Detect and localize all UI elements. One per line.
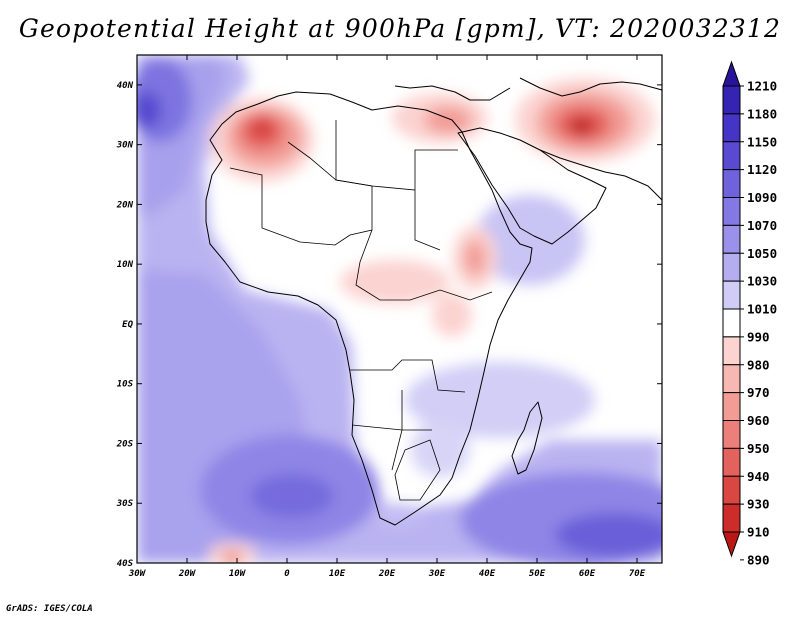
lat-tick-marks: [137, 84, 662, 564]
colorbar-label: 930: [747, 497, 770, 512]
southern-africa-borders: [350, 359, 466, 471]
south-africa-borders: [394, 439, 441, 501]
plot-frame: [136, 54, 663, 564]
lon-tick-label: 20E: [378, 569, 396, 579]
lon-tick-label: 20W: [178, 569, 197, 579]
colorbar-label: 1090: [747, 190, 777, 205]
colorbar-swatch: [722, 252, 741, 282]
grads-credit: GrADS: IGES/COLA: [6, 604, 93, 614]
colorbar-swatch: [722, 336, 741, 366]
lon-tick-label: 30E: [428, 569, 446, 579]
colorbar-top-arrow: [722, 60, 741, 87]
coastlines: [205, 77, 663, 526]
lon-tick-label: 10E: [329, 569, 346, 579]
lat-tick-label: 10N: [117, 260, 134, 270]
colorbar-swatch: [722, 169, 741, 198]
lat-tick-label: 20S: [116, 439, 134, 449]
lon-tick-label: 30W: [128, 569, 147, 579]
colorbar-label: 1010: [747, 302, 777, 317]
caspian-region-coastline: [519, 77, 663, 97]
colorbar-label: 960: [747, 413, 770, 428]
colorbar-swatch: [722, 141, 741, 171]
colorbar-swatch: [722, 85, 741, 115]
colorbar-label: 1050: [747, 246, 777, 261]
map-title: Geopotential Height at 900hPa [gpm], VT:…: [18, 14, 782, 43]
colorbar-swatch: [722, 364, 741, 394]
central-africa-borders: [355, 229, 493, 301]
colorbar-label: 890: [747, 552, 770, 567]
lon-tick-label: 40E: [479, 569, 496, 579]
colorbar-label: 940: [747, 469, 770, 484]
colorbar-label: 1070: [747, 218, 777, 233]
lat-tick-label: 30S: [116, 499, 134, 509]
colorbar-swatch: [722, 280, 741, 310]
lat-tick-label: 40S: [117, 559, 134, 569]
colorbar-label: 1120: [747, 162, 777, 177]
colorbar-label: 1180: [747, 106, 777, 121]
height-field: [137, 55, 662, 563]
colorbar-label: 910: [747, 525, 770, 540]
colorbar-label: 1150: [747, 134, 777, 149]
lat-tick-label: 20N: [116, 200, 134, 210]
africa-coastline: [205, 91, 533, 526]
colorbar-swatch: [722, 308, 741, 338]
colorbar-swatch: [722, 475, 741, 505]
colorbar-label: 1030: [747, 274, 777, 289]
lon-tick-marks: [136, 55, 638, 563]
colorbar-swatch: [722, 392, 741, 421]
colorbar-bottom-arrow: [722, 531, 741, 558]
lat-tick-label: EQ: [122, 320, 133, 330]
colorbar-swatch: [722, 420, 741, 449]
colorbar-label: 990: [747, 329, 770, 344]
south-asia-coastline: [539, 149, 663, 201]
country-borders: [229, 120, 493, 501]
mediterranean-north-coast: [394, 85, 511, 101]
colorbar-label: 970: [747, 385, 770, 400]
lon-tick-label: 50E: [529, 569, 546, 579]
north-africa-borders: [335, 120, 458, 251]
colorbar-swatch: [722, 503, 741, 533]
lat-tick-labels: 40N 30N 20N 10N EQ 10S 20S 30S 40S: [116, 81, 134, 569]
lat-tick-label: 30N: [116, 141, 134, 151]
lon-tick-labels: 30W 20W 10W 0 10E 20E 30E 40E 50E 60E 70E: [128, 569, 646, 579]
colorbar-label: 950: [747, 441, 770, 456]
sahara-borders: [229, 141, 373, 246]
colorbar: 1210 1180 1150 1120 1090 1070 1050 1030 1010 990 9…: [722, 60, 777, 567]
lat-tick-label: 40N: [117, 81, 134, 91]
colorbar-label: 1210: [747, 79, 777, 94]
arabian-peninsula-coastline: [457, 127, 607, 245]
lat-tick-label: 10S: [117, 380, 134, 390]
lon-tick-label: 60E: [579, 569, 596, 579]
colorbar-swatch: [722, 447, 741, 477]
lon-tick-label: 10W: [229, 569, 247, 579]
madagascar-coastline: [511, 401, 543, 475]
colorbar-label: 980: [747, 357, 770, 372]
colorbar-swatch: [722, 224, 741, 254]
lon-tick-label: 0: [284, 569, 290, 579]
lon-tick-label: 70E: [629, 569, 646, 579]
colorbar-swatch: [722, 197, 741, 226]
colorbar-swatch: [722, 113, 741, 143]
